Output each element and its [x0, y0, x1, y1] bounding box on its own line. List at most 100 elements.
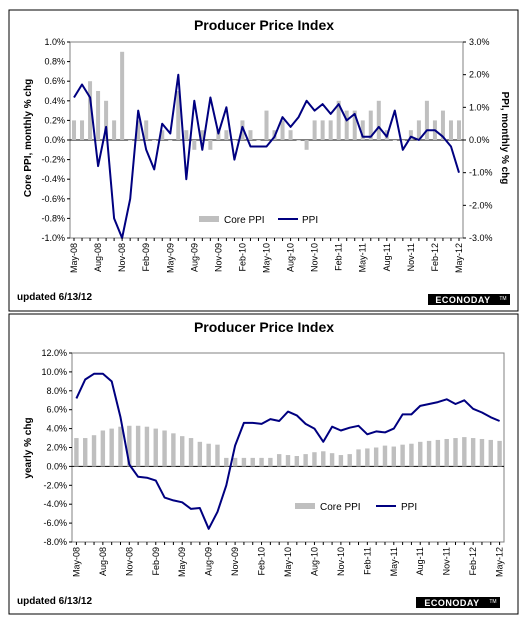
- x-tick-label: Aug-11: [382, 243, 392, 271]
- core-ppi-bar: [288, 130, 293, 140]
- x-tick-label: May-08: [69, 243, 79, 273]
- chart-title-monthly: Producer Price Index: [194, 17, 334, 33]
- core-ppi-bar: [180, 436, 185, 467]
- legend-label-core-ppi-yearly: Core PPI: [320, 502, 361, 513]
- x-tick-label: Feb-12: [430, 243, 440, 272]
- x-tick-label: May-12: [454, 243, 464, 273]
- core-ppi-bar: [470, 438, 476, 467]
- core-ppi-bar: [88, 81, 93, 140]
- core-ppi-bar: [368, 110, 373, 140]
- core-ppi-bar: [96, 91, 101, 140]
- core-ppi-bar: [303, 454, 308, 467]
- x-tick-label: Nov-09: [213, 243, 223, 272]
- svg-text:ECONODAY: ECONODAY: [435, 295, 490, 305]
- core-ppi-bar: [276, 454, 282, 467]
- x-tick-label: Feb-11: [362, 547, 372, 575]
- core-ppi-bar: [232, 140, 237, 141]
- core-ppi-bar: [296, 140, 301, 141]
- y-tick-label-right: -1.0%: [469, 168, 493, 178]
- x-axis-ticks-monthly: May-08 Aug-08 Nov-08 Feb-09 May-09 Aug-09 Nov-…: [69, 238, 464, 273]
- y-tick-label: 1.0%: [44, 37, 65, 47]
- core-ppi-bar: [208, 140, 213, 150]
- x-tick-label: May-10: [283, 547, 293, 577]
- legend-label-core-ppi: Core PPI: [224, 215, 265, 226]
- core-ppi-bar: [321, 451, 326, 467]
- core-ppi-bar: [336, 100, 341, 140]
- x-tick-label: Aug-09: [189, 243, 199, 272]
- svg-text:TM: TM: [499, 296, 506, 302]
- y-tick-label: 4.0%: [46, 424, 67, 434]
- y-tick-label: 8.0%: [46, 386, 67, 396]
- y-tick-label: 0.0%: [44, 135, 65, 145]
- y-axis-right-ticks: 3.0% 2.0% 1.0% 0.0% -1.0% -2.0% -3.0%: [463, 37, 493, 243]
- core-ppi-bar: [259, 457, 264, 467]
- core-ppi-bar: [497, 440, 502, 467]
- core-ppi-bar: [328, 120, 333, 140]
- core-ppi-bar: [424, 100, 429, 140]
- y-tick-label: -6.0%: [43, 518, 67, 528]
- y-tick-label: -4.0%: [43, 499, 67, 509]
- core-ppi-bar: [488, 439, 493, 467]
- core-ppi-bar: [320, 120, 325, 140]
- core-ppi-bar: [426, 440, 432, 467]
- y-tick-label: 0.8%: [44, 57, 65, 67]
- core-ppi-bar: [171, 433, 176, 467]
- core-ppi-bar: [197, 441, 203, 467]
- core-ppi-bar: [80, 120, 85, 140]
- core-ppi-bar: [248, 130, 253, 140]
- core-ppi-bar: [120, 51, 125, 140]
- x-tick-label: Nov-10: [336, 547, 346, 576]
- y-tick-label-right: -2.0%: [469, 200, 493, 210]
- core-ppi-bar: [409, 443, 414, 467]
- ppi-line: [75, 372, 500, 530]
- x-tick-label: Nov-09: [230, 547, 240, 576]
- core-ppi-bar: [109, 428, 114, 467]
- y-tick-label-right: 3.0%: [469, 37, 490, 47]
- core-ppi-bar: [241, 457, 247, 467]
- core-ppi-bar: [448, 120, 453, 140]
- core-ppi-bar: [128, 140, 133, 141]
- x-tick-label: May-11: [389, 547, 399, 576]
- x-tick-label: Feb-12: [468, 547, 478, 576]
- x-tick-label: May-09: [165, 243, 175, 273]
- core-ppi-bar: [304, 140, 309, 150]
- core-ppi-bar: [200, 130, 205, 140]
- core-ppi-bar: [360, 120, 365, 140]
- core-ppi-bar: [127, 425, 132, 467]
- core-ppi-bar: [356, 449, 361, 467]
- core-ppi-bar: [72, 120, 77, 140]
- x-tick-label: May-08: [71, 547, 81, 577]
- x-tick-label: Nov-11: [406, 243, 416, 271]
- core-ppi-bar: [382, 445, 388, 467]
- y-axis-ticks-yearly: 12.0% 10.0% 8.0% 6.0% 4.0% 2.0% 0.0% -2.0% -4.0%…: [41, 348, 72, 547]
- footnote-updated-yearly: updated 6/13/12: [17, 596, 92, 607]
- x-tick-label: May-09: [177, 547, 187, 577]
- core-ppi-bar: [418, 441, 423, 467]
- core-ppi-bar: [392, 140, 397, 141]
- core-ppi-bar: [456, 120, 461, 140]
- core-ppi-bar: [285, 455, 291, 467]
- x-axis-ticks-yearly: May-08 Aug-08 Nov-08 Feb-09 May-09 Aug-09 Nov-…: [71, 542, 505, 577]
- core-ppi-bar: [462, 437, 467, 467]
- core-ppi-bar: [400, 444, 405, 467]
- core-ppi-bar: [312, 452, 317, 467]
- y-tick-label-right: 0.0%: [469, 135, 490, 145]
- x-tick-label: Nov-08: [117, 243, 127, 272]
- core-ppi-bar: [184, 130, 189, 140]
- y-tick-label: 10.0%: [41, 367, 67, 377]
- legend-swatch-core-ppi: [199, 216, 219, 222]
- legend-label-ppi: PPI: [302, 215, 318, 226]
- core-ppi-bar: [152, 140, 157, 141]
- core-ppi-bar: [294, 456, 300, 467]
- y-tick-label: -1.0%: [41, 233, 65, 243]
- ppi-line-monthly: [73, 73, 460, 239]
- y-axis-label-left: Core PPI, monthly % chg: [23, 79, 34, 197]
- y-tick-label-right: 1.0%: [469, 102, 490, 112]
- core-ppi-bar: [453, 438, 458, 467]
- y-tick-label: 0.4%: [44, 96, 65, 106]
- y-tick-label: -2.0%: [43, 480, 67, 490]
- core-ppi-bar: [256, 140, 261, 141]
- core-ppi-bar: [168, 140, 173, 141]
- core-ppi-bar: [352, 110, 357, 140]
